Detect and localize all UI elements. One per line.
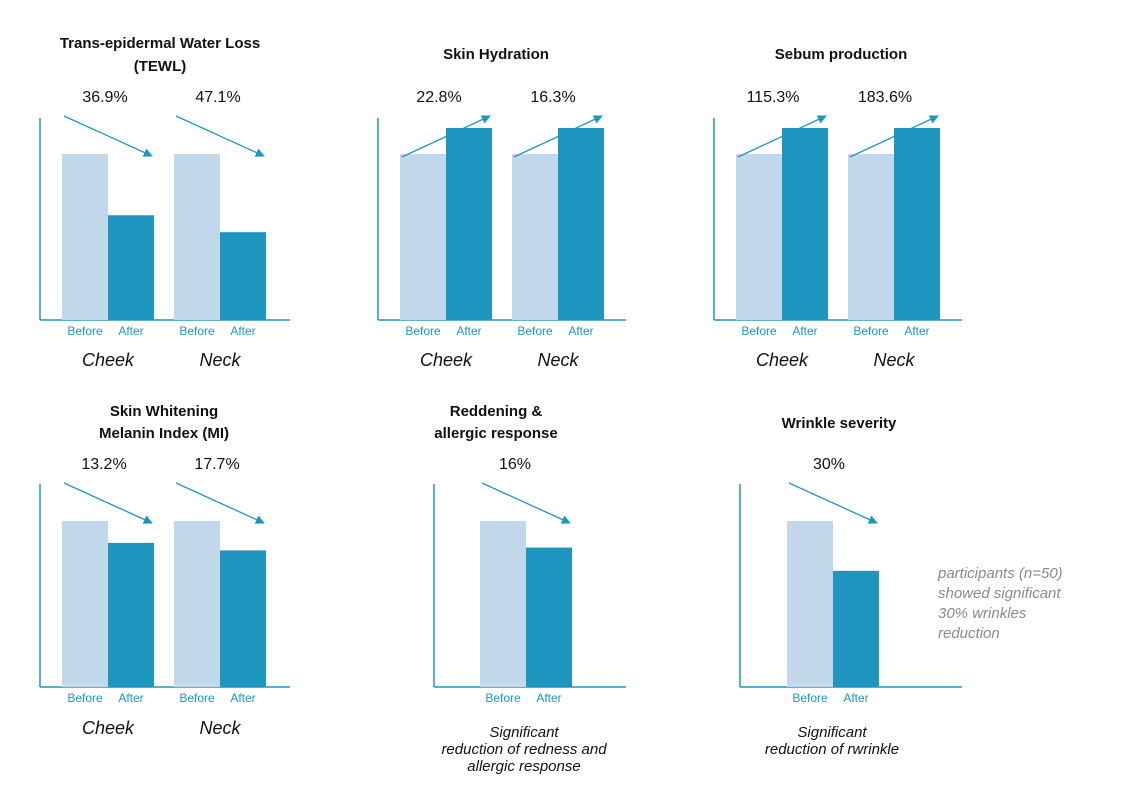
chart-caption: allergic response: [467, 758, 580, 775]
group-label: Cheek: [82, 718, 135, 738]
x-tick-label: Before: [792, 691, 828, 705]
x-tick-label: After: [230, 691, 255, 705]
x-tick-label: After: [904, 324, 929, 338]
bar-after: [446, 128, 492, 320]
chart-panel: Wrinkle severity Before After 30% Significan…: [739, 415, 962, 758]
chart-panel: Sebum production Before After 115.3% Cheek Be…: [713, 46, 962, 370]
bar-before: [400, 154, 446, 320]
x-tick-label: Before: [67, 324, 103, 338]
chart-title: Wrinkle severity: [782, 415, 897, 432]
chart-panel: Skin Hydration Before After 22.8% Cheek Befor…: [377, 46, 626, 370]
x-tick-label: Before: [485, 691, 521, 705]
bar-after: [220, 550, 266, 687]
note-line: 30% wrinkles: [938, 605, 1027, 622]
chart-title: (TEWL): [134, 58, 186, 75]
change-label: 36.9%: [82, 89, 127, 106]
change-label: 115.3%: [746, 89, 799, 106]
x-tick-label: Before: [179, 691, 215, 705]
chart-caption: reduction of rwrinkle: [765, 741, 899, 758]
bar-after: [833, 570, 879, 687]
x-tick-label: Before: [67, 691, 103, 705]
change-label: 16.3%: [530, 89, 575, 106]
x-tick-label: Before: [405, 324, 441, 338]
change-label: 183.6%: [858, 89, 912, 106]
x-tick-label: After: [568, 324, 593, 338]
x-tick-label: After: [843, 691, 868, 705]
change-arrow: [513, 115, 603, 158]
change-arrow: [63, 115, 153, 157]
x-tick-label: After: [456, 324, 481, 338]
chart-title: Melanin Index (MI): [99, 425, 229, 442]
group-label: Neck: [537, 350, 579, 370]
change-label: 16%: [499, 456, 531, 473]
x-tick-label: After: [118, 324, 143, 338]
group-label: Neck: [199, 718, 241, 738]
change-arrow: [401, 115, 491, 158]
group-label: Cheek: [82, 350, 135, 370]
chart-panel: Reddening & allergic response Before After 1…: [433, 403, 626, 775]
x-tick-label: After: [118, 691, 143, 705]
group-label: Neck: [873, 350, 915, 370]
bar-after: [108, 215, 154, 320]
change-label: 17.7%: [194, 456, 239, 473]
change-arrow: [175, 482, 265, 524]
group-label: Neck: [199, 350, 241, 370]
bar-after: [558, 128, 604, 320]
chart-title: Trans-epidermal Water Loss: [60, 35, 260, 52]
x-tick-label: Before: [853, 324, 889, 338]
change-arrow: [849, 115, 939, 158]
x-tick-label: Before: [741, 324, 777, 338]
bar-before: [174, 521, 220, 687]
chart-title: Skin Whitening: [110, 403, 218, 420]
change-label: 22.8%: [416, 89, 461, 106]
x-tick-label: Before: [517, 324, 553, 338]
bar-after: [894, 128, 940, 320]
change-arrow: [481, 482, 571, 524]
bar-after: [108, 542, 154, 687]
bar-before: [174, 154, 220, 320]
chart-title: Reddening &: [450, 403, 543, 420]
chart-caption: Significant: [797, 724, 867, 741]
note-line: showed significant: [938, 585, 1061, 602]
bar-after: [526, 547, 572, 687]
chart-caption: Significant: [489, 724, 559, 741]
x-tick-label: Before: [179, 324, 215, 338]
bar-before: [848, 154, 894, 320]
change-arrow: [63, 482, 153, 524]
group-label: Cheek: [420, 350, 473, 370]
change-label: 13.2%: [81, 456, 126, 473]
chart-caption: reduction of redness and: [441, 741, 607, 758]
bar-before: [787, 521, 833, 687]
chart-panel: Skin Whitening Melanin Index (MI) Before Af…: [39, 403, 290, 738]
bar-before: [62, 154, 108, 320]
bar-before: [480, 521, 526, 687]
bar-after: [220, 232, 266, 320]
chart-title: allergic response: [434, 425, 557, 442]
x-tick-label: After: [792, 324, 817, 338]
chart-title: Skin Hydration: [443, 46, 549, 63]
chart-title: Sebum production: [775, 46, 908, 63]
participants-note: participants (n=50) showed significant 3…: [938, 564, 1118, 644]
bar-before: [512, 154, 558, 320]
change-label: 47.1%: [195, 89, 240, 106]
x-tick-label: After: [536, 691, 561, 705]
bar-before: [62, 521, 108, 687]
change-arrow: [175, 115, 265, 157]
change-arrow: [737, 115, 827, 158]
change-label: 30%: [813, 456, 845, 473]
note-line: participants (n=50): [938, 565, 1063, 582]
change-arrow: [788, 482, 878, 524]
x-tick-label: After: [230, 324, 255, 338]
bar-after: [782, 128, 828, 320]
group-label: Cheek: [756, 350, 809, 370]
bar-before: [736, 154, 782, 320]
note-line: reduction: [938, 625, 1000, 642]
chart-panel: Trans-epidermal Water Loss (TEWL) Before Af…: [39, 35, 290, 370]
